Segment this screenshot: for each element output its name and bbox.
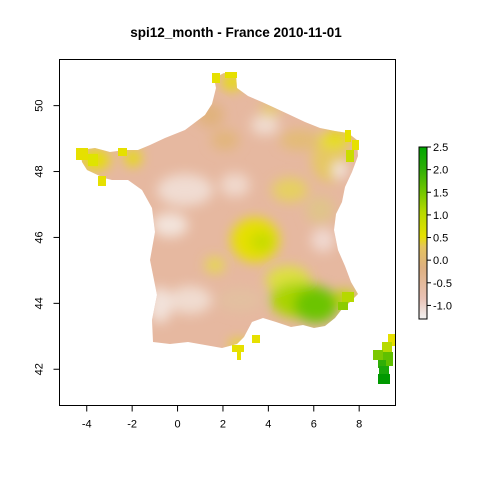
x-tick-label: 6 — [311, 419, 317, 431]
x-tick-label: -4 — [82, 419, 92, 431]
legend-tick-label: 0.0 — [433, 255, 448, 267]
y-tick-label: 46 — [34, 231, 46, 243]
plot-frame — [59, 59, 396, 406]
legend-tick-label: 1.5 — [433, 187, 448, 199]
corsica-raster — [373, 334, 396, 384]
x-axis: -4 -2 0 2 4 6 8 — [82, 405, 362, 431]
legend-tick-label: -0.5 — [433, 278, 452, 290]
legend-tick-label: -1.0 — [433, 300, 452, 312]
legend-tick-label: 1.0 — [433, 210, 448, 222]
legend-colorbar — [418, 146, 428, 320]
legend-tick-label: 0.5 — [433, 233, 448, 245]
raster-layer — [76, 72, 396, 384]
x-tick-label: 2 — [220, 419, 226, 431]
x-tick-label: 4 — [265, 419, 271, 431]
x-tick-label: 0 — [174, 419, 180, 431]
y-tick-label: 50 — [34, 100, 46, 112]
france-raster — [80, 73, 358, 348]
y-tick-label: 44 — [34, 297, 46, 309]
legend-tick-label: 2.5 — [433, 142, 448, 154]
y-tick-label: 42 — [34, 363, 46, 375]
x-tick-label: 8 — [356, 419, 362, 431]
legend-tick-label: 2.0 — [433, 165, 448, 177]
raster-edge-pixels — [76, 72, 359, 360]
y-axis: 42 44 46 48 50 — [34, 100, 60, 375]
y-tick-label: 48 — [34, 165, 46, 177]
map-title: spi12_month - France 2010-11-01 — [130, 25, 342, 40]
x-tick-label: -2 — [127, 419, 137, 431]
color-legend: 2.5 2.0 1.5 1.0 0.5 0.0 -0.5 -1.0 — [418, 142, 452, 320]
